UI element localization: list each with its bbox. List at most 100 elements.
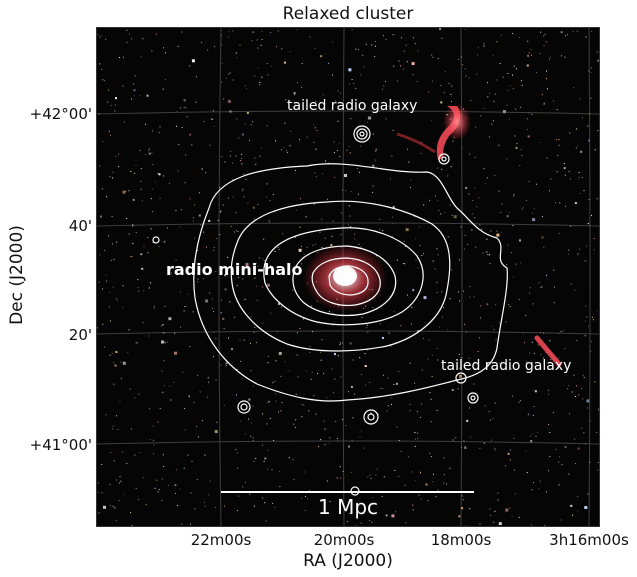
star xyxy=(395,511,397,513)
star xyxy=(244,85,246,87)
star xyxy=(191,460,193,462)
star xyxy=(112,286,114,288)
star xyxy=(491,439,492,441)
star xyxy=(584,506,588,509)
star xyxy=(232,162,234,164)
star xyxy=(195,76,197,78)
star xyxy=(190,492,192,494)
star xyxy=(294,170,296,171)
star xyxy=(372,185,374,187)
star xyxy=(473,383,475,385)
star xyxy=(215,271,217,272)
star xyxy=(465,186,468,189)
star xyxy=(575,147,577,149)
star xyxy=(349,152,351,154)
star xyxy=(494,447,496,449)
star xyxy=(500,231,502,233)
star xyxy=(255,163,257,165)
star xyxy=(579,248,581,250)
star xyxy=(398,371,400,372)
star xyxy=(464,234,466,236)
star xyxy=(161,340,164,344)
star xyxy=(391,403,392,405)
star xyxy=(479,337,480,339)
star xyxy=(344,174,347,177)
star xyxy=(367,476,369,478)
x-tick-label: 20m00s xyxy=(313,531,375,549)
star xyxy=(548,424,550,425)
star xyxy=(269,418,271,419)
star xyxy=(458,259,460,261)
star xyxy=(414,432,416,434)
star xyxy=(239,44,241,46)
star xyxy=(240,153,242,155)
star xyxy=(175,493,176,494)
star xyxy=(547,88,548,90)
star xyxy=(386,410,388,412)
star xyxy=(285,99,287,101)
star xyxy=(470,436,472,438)
star xyxy=(391,216,393,218)
star xyxy=(418,494,420,496)
star xyxy=(249,139,250,141)
star xyxy=(233,317,235,318)
star xyxy=(574,438,576,440)
star xyxy=(253,331,255,333)
star xyxy=(594,149,596,151)
star xyxy=(249,267,251,269)
star xyxy=(294,236,296,238)
star xyxy=(486,303,489,306)
star xyxy=(259,84,261,86)
star xyxy=(596,310,598,312)
star xyxy=(274,250,276,252)
star xyxy=(557,154,559,156)
star xyxy=(352,417,354,419)
star xyxy=(322,94,324,96)
star xyxy=(135,342,137,344)
star xyxy=(266,63,268,64)
star xyxy=(479,447,481,449)
star xyxy=(427,358,429,360)
star xyxy=(227,256,229,258)
star xyxy=(126,29,128,31)
star xyxy=(120,361,122,363)
star xyxy=(282,233,284,235)
star xyxy=(576,385,577,387)
star xyxy=(451,389,454,391)
star xyxy=(135,232,137,233)
star xyxy=(401,37,403,39)
star xyxy=(538,488,540,489)
star xyxy=(433,473,434,475)
star xyxy=(161,499,163,501)
star xyxy=(431,80,433,82)
star xyxy=(578,177,580,179)
star xyxy=(224,161,226,163)
star xyxy=(248,418,250,420)
star xyxy=(457,388,459,390)
star xyxy=(553,269,555,271)
star xyxy=(194,508,196,510)
star xyxy=(492,521,494,523)
star xyxy=(548,470,549,472)
star xyxy=(294,94,295,96)
star xyxy=(135,164,137,166)
star xyxy=(253,460,255,462)
star xyxy=(376,111,378,113)
star xyxy=(382,230,384,232)
star xyxy=(476,206,478,208)
star xyxy=(358,243,360,245)
star xyxy=(546,491,548,493)
star xyxy=(520,149,522,150)
star xyxy=(130,171,132,172)
star xyxy=(351,79,353,80)
star xyxy=(97,482,99,484)
star xyxy=(129,388,131,390)
star xyxy=(477,351,479,353)
star xyxy=(348,68,352,72)
star xyxy=(311,372,313,373)
star xyxy=(127,352,129,354)
star xyxy=(245,481,247,483)
star xyxy=(545,41,547,43)
star xyxy=(543,103,545,105)
star xyxy=(122,451,124,453)
